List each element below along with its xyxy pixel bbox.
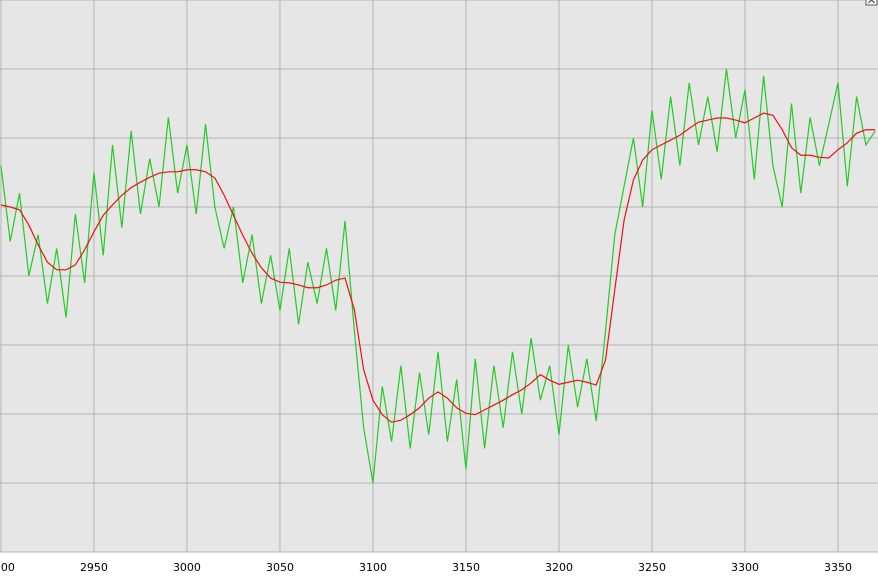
x-tick-label: 3350 <box>824 561 852 574</box>
x-tick-label: 2950 <box>80 561 108 574</box>
x-tick-label: 3300 <box>731 561 759 574</box>
x-tick-label: 3100 <box>359 561 387 574</box>
series-line <box>0 112 876 423</box>
labels: 2900 2950 3000 3050 3100 3150 3200 3250 3300 3350 <box>0 561 852 574</box>
x-tick-label: 3250 <box>638 561 666 574</box>
x-tick-label: 3150 <box>452 561 480 574</box>
series-line <box>0 68 876 484</box>
close-icon[interactable] <box>865 0 878 6</box>
x-tick-label: 2900 <box>0 561 15 574</box>
x-tick-label: 3000 <box>173 561 201 574</box>
x-tick-label: 3200 <box>545 561 573 574</box>
x-tick-label: 3050 <box>266 561 294 574</box>
lines <box>0 68 876 484</box>
close-icon-cross <box>868 0 875 4</box>
grid <box>0 0 878 553</box>
